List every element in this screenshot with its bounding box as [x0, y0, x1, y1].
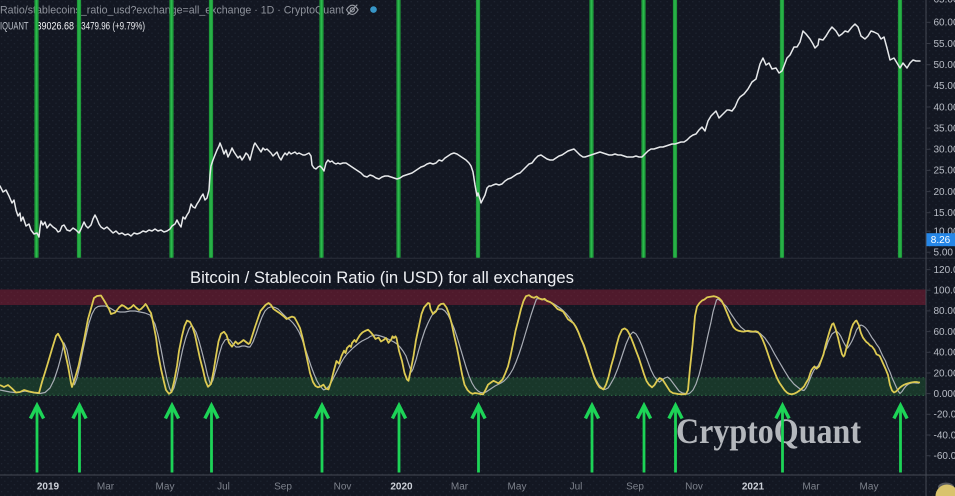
svg-text:15.00: 15.00	[934, 208, 955, 219]
svg-text:40.000: 40.000	[934, 348, 955, 359]
svg-text:60.000: 60.000	[934, 327, 955, 338]
svg-text:CryptoQuant: CryptoQuant	[676, 411, 861, 451]
svg-text:100.00: 100.00	[934, 286, 955, 297]
svg-text:+3479.96 (+9.79%): +3479.96 (+9.79%)	[77, 21, 146, 33]
svg-text:40.00: 40.00	[934, 102, 955, 113]
svg-text:10.00: 10.00	[934, 227, 955, 238]
svg-text:120.00: 120.00	[934, 265, 955, 276]
svg-text:5.00: 5.00	[934, 248, 954, 259]
svg-text:2020: 2020	[390, 482, 413, 493]
svg-text:-60.00: -60.00	[934, 451, 955, 462]
svg-text:60.00: 60.00	[934, 18, 955, 29]
svg-text:May: May	[156, 482, 175, 493]
svg-text:2019: 2019	[37, 482, 60, 493]
svg-text:Jul: Jul	[570, 482, 583, 493]
svg-text:20.00: 20.00	[934, 187, 955, 198]
svg-text:20.000: 20.000	[934, 368, 955, 379]
svg-text:Mar: Mar	[802, 482, 820, 493]
svg-text:-20.00: -20.00	[934, 410, 955, 421]
svg-text:Sep: Sep	[274, 482, 292, 493]
svg-text:25.00: 25.00	[934, 166, 955, 177]
svg-text:50.00: 50.00	[934, 60, 955, 71]
svg-text:65.00: 65.00	[934, 0, 955, 6]
svg-text:May: May	[860, 482, 879, 493]
svg-text:Mar: Mar	[97, 482, 115, 493]
svg-text:-40.00: -40.00	[934, 430, 955, 441]
svg-text:Jul: Jul	[217, 482, 230, 493]
svg-text:30.00: 30.00	[934, 145, 955, 156]
svg-text:45.00: 45.00	[934, 81, 955, 92]
svg-text:55.00: 55.00	[934, 39, 955, 50]
svg-text:Nov: Nov	[685, 482, 703, 493]
svg-text:Nov: Nov	[334, 482, 352, 493]
svg-text:Bitcoin / Stablecoin Ratio (in: Bitcoin / Stablecoin Ratio (in USD) for …	[190, 269, 574, 287]
svg-text:35.00: 35.00	[934, 123, 955, 134]
svg-text:8.26: 8.26	[931, 235, 951, 246]
svg-text:IQUANT: IQUANT	[0, 21, 29, 33]
svg-text:80.000: 80.000	[934, 306, 955, 317]
svg-text:Mar: Mar	[451, 482, 469, 493]
svg-text:2021: 2021	[742, 482, 765, 493]
svg-text:Sep: Sep	[626, 482, 644, 493]
svg-text:May: May	[508, 482, 527, 493]
svg-text:0.0000: 0.0000	[934, 389, 955, 400]
svg-text:39026.68: 39026.68	[37, 21, 75, 33]
